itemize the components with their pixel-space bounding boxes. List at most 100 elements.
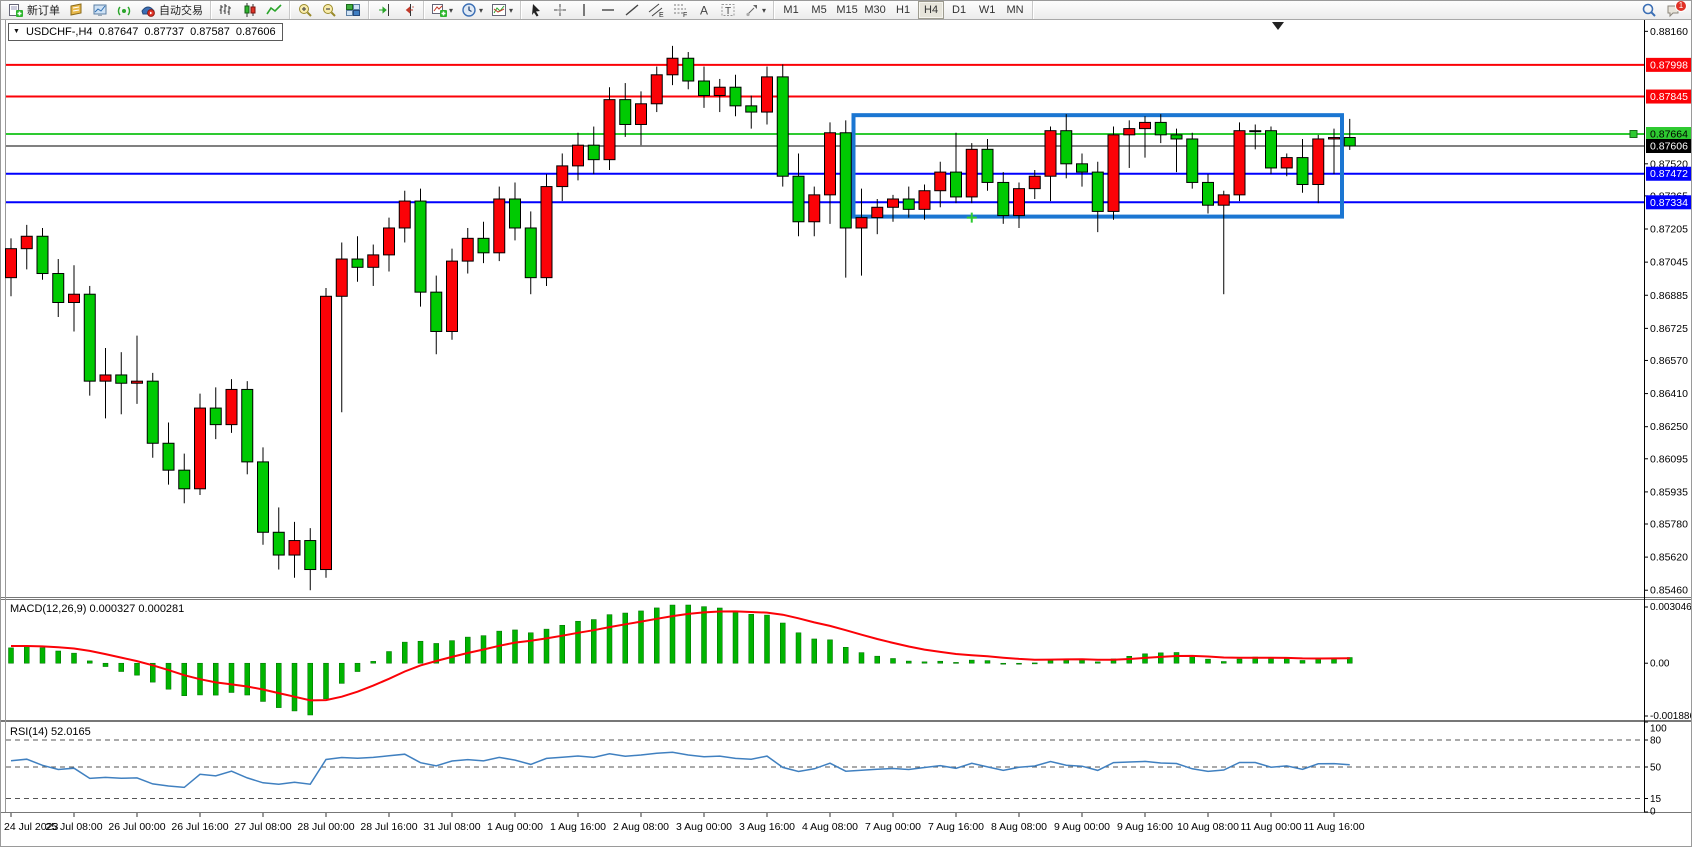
crosshair-button[interactable]	[549, 1, 571, 19]
horizontal-line-button[interactable]	[597, 1, 619, 19]
svg-text:0.00: 0.00	[1650, 659, 1670, 670]
svg-text:A: A	[700, 4, 708, 18]
timeframe-m5[interactable]: M5	[811, 4, 827, 16]
support-line-2[interactable]: 0.87334	[6, 195, 1692, 210]
svg-text:11 Aug 00:00: 11 Aug 00:00	[1240, 821, 1301, 833]
low-value: 0.87587	[190, 26, 230, 38]
timeframe-h1[interactable]: H1	[896, 4, 911, 16]
text-button[interactable]: A	[693, 1, 715, 19]
templates-button[interactable]: ▾	[488, 1, 516, 19]
svg-text:7 Aug 16:00: 7 Aug 16:00	[928, 821, 984, 833]
quotes-button[interactable]	[65, 1, 87, 19]
charts-button[interactable]	[89, 1, 111, 19]
svg-text:0.003046: 0.003046	[1650, 602, 1692, 613]
periods-icon	[461, 2, 477, 18]
cursor-button[interactable]	[525, 1, 547, 19]
candlestick-chart-button[interactable]	[239, 1, 261, 19]
svg-text:0.85780: 0.85780	[1650, 518, 1688, 530]
timeframe-mn[interactable]: MN	[1006, 4, 1024, 16]
equidistant-channel-button[interactable]: E	[645, 1, 667, 19]
high-value: 0.87737	[144, 26, 185, 38]
vertical-line-button[interactable]	[573, 1, 595, 19]
notification-badge: 1	[1675, 1, 1687, 12]
svg-text:27 Jul 08:00: 27 Jul 08:00	[234, 821, 291, 833]
alerts-button[interactable]: 1	[1662, 1, 1687, 19]
chart-shift-marker[interactable]	[1272, 22, 1284, 30]
line-chart-button[interactable]	[263, 1, 285, 19]
toolbar-group-tools: E F A T ▾	[521, 1, 775, 19]
svg-text:0.86410: 0.86410	[1650, 388, 1688, 400]
periods-button[interactable]: ▾	[458, 1, 486, 19]
chevron-down-icon[interactable]: ▾	[449, 5, 454, 15]
signals-icon	[116, 2, 132, 18]
tile-windows-button[interactable]	[342, 1, 364, 19]
chart-candles-icon	[242, 2, 258, 18]
svg-text:0.88160: 0.88160	[1650, 26, 1688, 38]
rsi-label: RSI(14) 52.0165	[10, 726, 91, 738]
timeframe-m1[interactable]: M1	[783, 4, 799, 16]
zoom-in-button[interactable]	[294, 1, 316, 19]
svg-text:0.86250: 0.86250	[1650, 421, 1688, 433]
timeframe-m15[interactable]: M15	[836, 4, 858, 16]
chevron-down-icon[interactable]: ▾	[479, 5, 484, 15]
svg-text:15: 15	[1650, 794, 1662, 805]
bar-chart-button[interactable]	[215, 1, 237, 19]
svg-text:7 Aug 00:00: 7 Aug 00:00	[865, 821, 921, 833]
chevron-down-icon[interactable]: ▾	[509, 5, 514, 15]
fibo-icon: F	[672, 2, 688, 19]
indicators-button[interactable]: ▾	[428, 1, 456, 19]
fibonacci-button[interactable]: F	[669, 1, 691, 19]
zoom-out-button[interactable]	[318, 1, 340, 19]
autotrading-button[interactable]: 自动交易	[137, 1, 206, 19]
svg-text:0.87664: 0.87664	[1650, 129, 1688, 141]
vertical-line-icon	[576, 2, 592, 18]
timeframe-m30[interactable]: M30	[864, 4, 886, 16]
chevron-down-icon[interactable]: ▾	[762, 5, 767, 15]
resistance-line-1[interactable]: 0.87998	[6, 57, 1692, 72]
svg-text:0.85620: 0.85620	[1650, 552, 1688, 564]
text-label-button[interactable]: T	[717, 1, 739, 19]
timeframe-h4[interactable]: H4	[918, 1, 945, 19]
svg-text:0.87334: 0.87334	[1650, 197, 1688, 209]
open-value: 0.87647	[98, 26, 139, 38]
signals-button[interactable]	[113, 1, 135, 19]
fractal-marker	[966, 212, 977, 223]
new-order-icon	[8, 2, 24, 18]
svg-text:F: F	[683, 12, 687, 18]
svg-text:80: 80	[1650, 736, 1662, 747]
svg-text:3 Aug 16:00: 3 Aug 16:00	[739, 821, 795, 833]
timeframe-d1[interactable]: D1	[952, 4, 967, 16]
svg-text:2 Aug 08:00: 2 Aug 08:00	[613, 821, 669, 833]
toolbar-group-scroll	[369, 1, 424, 19]
search-button[interactable]	[1638, 1, 1660, 19]
horizontal-line-icon	[600, 2, 616, 18]
toolbar-group-chart-type	[211, 1, 290, 19]
timeframe-w1[interactable]: W1	[978, 4, 996, 16]
svg-text:E: E	[659, 12, 664, 18]
svg-text:0.86725: 0.86725	[1650, 323, 1688, 335]
auto-scroll-button[interactable]	[373, 1, 395, 19]
indicators-icon	[431, 2, 447, 18]
svg-text:28 Jul 16:00: 28 Jul 16:00	[360, 821, 417, 833]
svg-text:10 Aug 08:00: 10 Aug 08:00	[1177, 821, 1239, 833]
rsi-line	[10, 751, 1350, 789]
new-order-button[interactable]: 新订单	[5, 1, 63, 19]
svg-text:9 Aug 16:00: 9 Aug 16:00	[1117, 821, 1173, 833]
trendline-button[interactable]	[621, 1, 643, 19]
resistance-line-2[interactable]: 0.87845	[6, 89, 1692, 104]
new-order-button-label: 新订单	[27, 5, 60, 17]
macd-axis: 0.003046 0.00 -0.001886	[1644, 602, 1692, 722]
svg-text:T: T	[725, 6, 731, 17]
svg-text:24 Jul 2023: 24 Jul 2023	[4, 821, 58, 833]
chart-shift-button[interactable]	[397, 1, 419, 19]
shapes-button[interactable]: ▾	[741, 1, 769, 19]
svg-text:0.87205: 0.87205	[1650, 224, 1688, 236]
toolbar-group-zoom	[290, 1, 369, 19]
svg-text:1 Aug 00:00: 1 Aug 00:00	[487, 821, 543, 833]
trendline-icon	[624, 2, 640, 18]
pane-separators	[1, 19, 1691, 813]
ohlc-collapse-icon[interactable]: ▼	[13, 28, 20, 35]
macd-histogram	[8, 604, 1353, 716]
